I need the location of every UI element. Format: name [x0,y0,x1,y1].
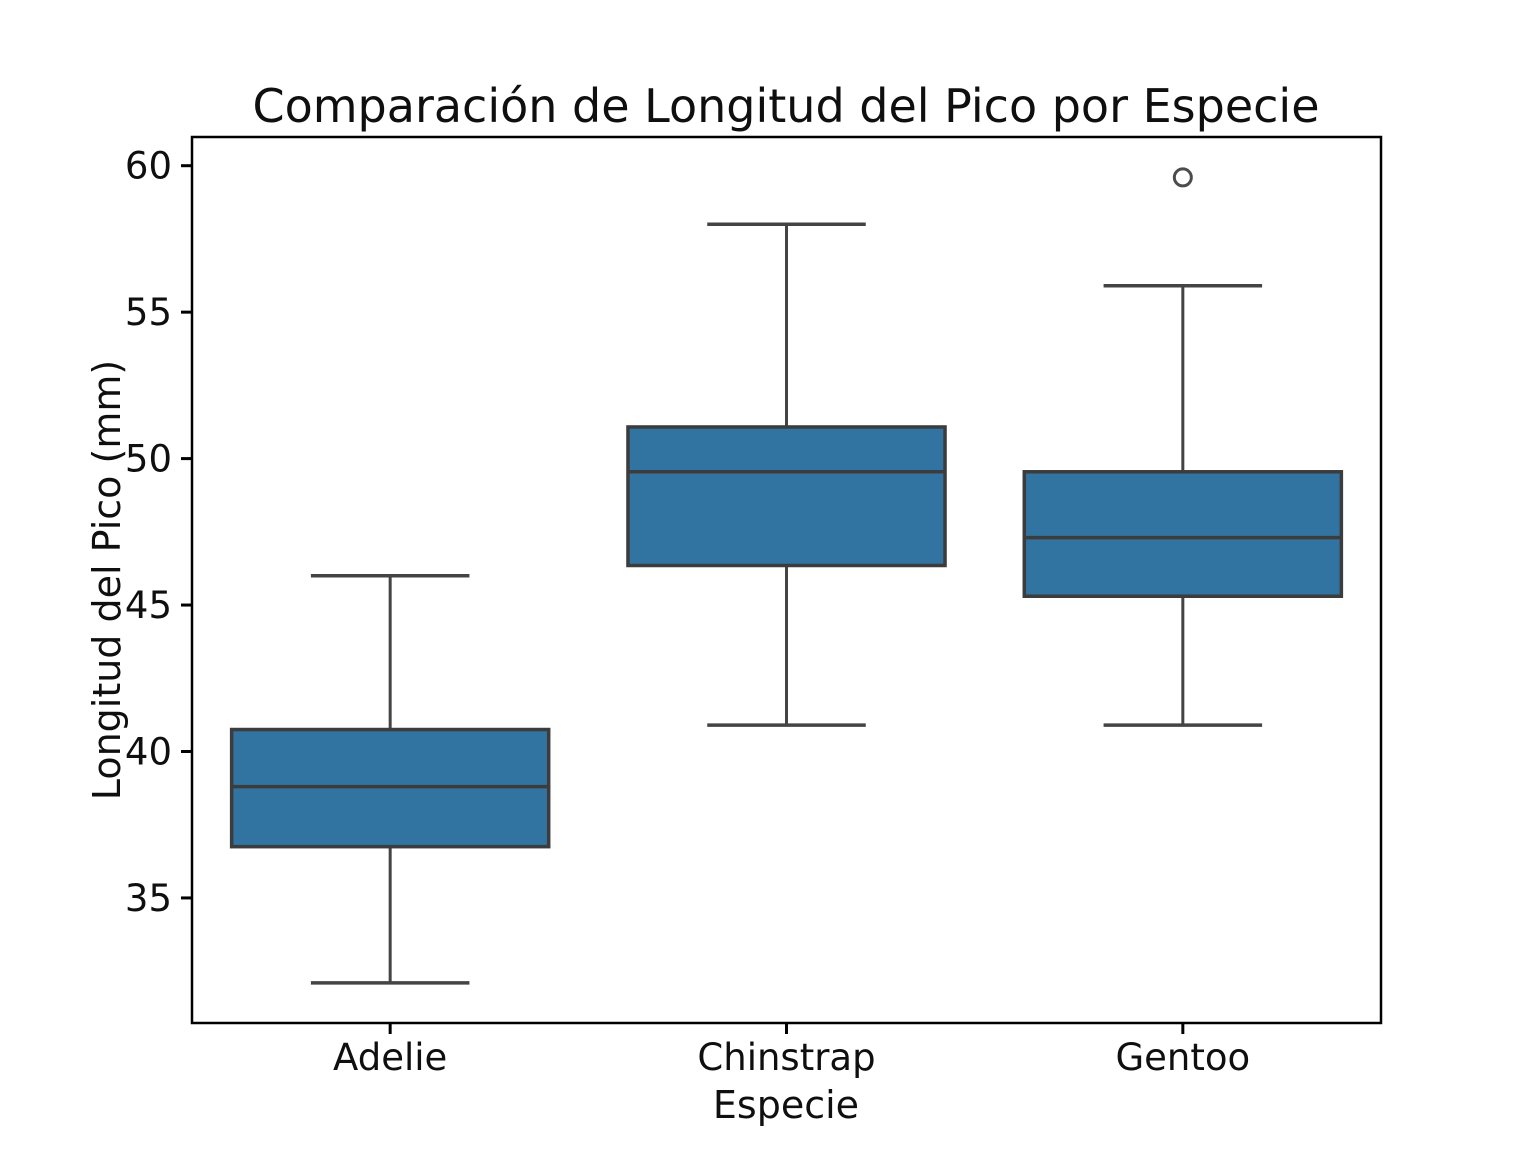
chart-title: Comparación de Longitud del Pico por Esp… [252,79,1319,133]
y-tick-label: 50 [125,438,172,481]
y-tick-label: 35 [125,877,172,920]
x-tick-label: Gentoo [1115,1036,1250,1079]
x-axis-label: Especie [713,1083,859,1127]
outlier-gentoo [1172,167,1193,188]
y-tick-label: 40 [125,730,172,773]
y-tick-label: 45 [125,584,172,627]
y-tick-label: 60 [125,145,172,188]
x-tick-label: Adelie [333,1036,447,1079]
x-tick-label: Chinstrap [697,1036,875,1079]
x-axis-ticks: Adelie Chinstrap Gentoo [333,1023,1250,1079]
boxplot-series [229,167,1344,985]
box-chinstrap [626,425,947,568]
y-tick-label: 55 [125,291,172,334]
y-axis-ticks: 35 40 45 50 55 60 [125,145,192,920]
y-axis-label: Longitud del Pico (mm) [85,360,129,800]
box-gentoo [1022,470,1344,599]
